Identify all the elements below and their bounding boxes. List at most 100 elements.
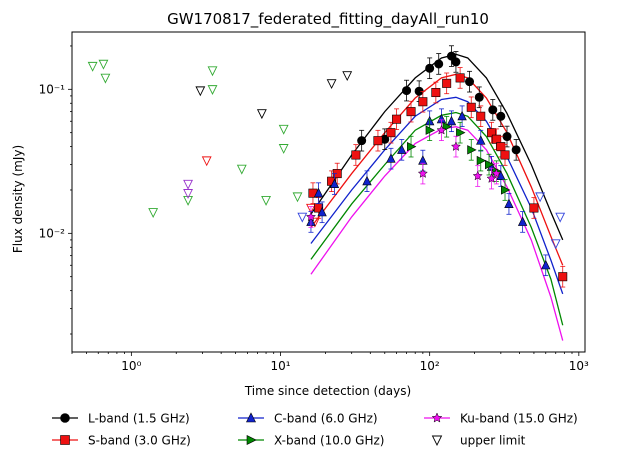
legend-marker — [246, 435, 257, 445]
upper-limit-marker — [292, 192, 303, 203]
data-point-1 — [373, 136, 383, 146]
legend-entry: L-band (1.5 GHz) — [52, 412, 190, 426]
data-point-1 — [496, 142, 506, 152]
upper-limit-marker — [207, 85, 218, 96]
data-point-3 — [456, 127, 466, 138]
upper-limit-marker — [183, 179, 193, 190]
y-axis-label: Flux density (mJy) — [11, 145, 25, 253]
upper-limit-marker — [261, 195, 271, 206]
upper-limit-marker — [195, 86, 206, 97]
data-point-0 — [502, 132, 512, 142]
data-point-3 — [501, 185, 511, 195]
legend-entry: Ku-band (15.0 GHz) — [424, 412, 578, 426]
x-tick-label: 10² — [420, 359, 440, 373]
data-point-1 — [529, 203, 539, 213]
legend-marker — [246, 412, 256, 423]
legend-label: C-band (6.0 GHz) — [274, 412, 378, 426]
data-point-1 — [442, 78, 452, 88]
data-point-1 — [418, 97, 428, 107]
legend-entry: upper limit — [431, 434, 526, 448]
legend-marker — [60, 413, 70, 423]
x-axis: 10⁰ 10¹ 10² 10³ — [71, 352, 589, 373]
legend-label: upper limit — [460, 434, 526, 448]
data-point-4 — [486, 173, 497, 183]
data-point-1 — [406, 107, 416, 117]
data-point-0 — [496, 111, 506, 121]
upper-limit-marker — [555, 212, 566, 223]
y-tick-label: 10⁻² — [39, 226, 66, 240]
data-point-3 — [407, 141, 417, 152]
data-point-0 — [488, 105, 498, 115]
data-point-4 — [491, 168, 502, 178]
data-point-1 — [455, 73, 465, 83]
legend-label: Ku-band (15.0 GHz) — [460, 412, 578, 426]
upper-limit-marker — [148, 208, 159, 218]
data-point-1 — [466, 102, 476, 112]
model-curve-3 — [310, 111, 564, 326]
upper-limit-marker — [278, 144, 289, 154]
upper-limit-marker — [326, 79, 337, 90]
data-point-1 — [392, 114, 402, 124]
data-point-2 — [329, 178, 340, 189]
model-curve-4 — [310, 126, 564, 341]
data-point-2 — [476, 135, 486, 145]
legend-entry: C-band (6.0 GHz) — [238, 412, 378, 426]
legend: L-band (1.5 GHz) S-band (3.0 GHz) C-band (… — [52, 412, 578, 448]
data-point-0 — [465, 77, 475, 87]
data-point-1 — [386, 128, 396, 138]
upper-limit-marker — [278, 124, 289, 135]
upper-limit-marker — [201, 156, 212, 167]
data-point-2 — [397, 144, 407, 154]
data-point-2 — [386, 153, 396, 163]
legend-marker — [60, 435, 70, 445]
data-point-0 — [434, 59, 444, 69]
data-point-4 — [472, 170, 483, 181]
data-point-2 — [517, 216, 528, 226]
data-point-4 — [417, 168, 428, 178]
data-point-0 — [451, 57, 461, 67]
data-point-2 — [362, 175, 372, 186]
data-point-0 — [357, 136, 367, 146]
data-point-2 — [446, 115, 457, 126]
data-point-3 — [485, 159, 495, 170]
data-point-1 — [487, 128, 497, 138]
model-curve-0 — [310, 53, 564, 241]
data-point-2 — [457, 110, 467, 121]
legend-label: S-band (3.0 GHz) — [88, 434, 191, 448]
data-point-3 — [467, 145, 477, 155]
data-point-3 — [425, 125, 436, 135]
legend-entry: S-band (3.0 GHz) — [52, 434, 191, 448]
model-curve-2 — [310, 96, 564, 295]
upper-limit-marker — [236, 164, 247, 175]
x-axis-label: Time since detection (days) — [244, 384, 411, 398]
x-tick-label: 10¹ — [270, 359, 290, 373]
x-tick-label: 10³ — [569, 359, 589, 373]
data-point-0 — [402, 86, 412, 96]
upper-limit-marker — [207, 66, 218, 77]
data-point-1 — [476, 111, 486, 121]
data-points — [305, 45, 568, 288]
data-point-4 — [436, 124, 447, 135]
data-point-2 — [317, 206, 327, 217]
x-tick-label: 10⁰ — [121, 359, 141, 373]
legend-label: X-band (10.0 GHz) — [274, 434, 384, 448]
data-point-1 — [431, 88, 441, 98]
data-point-2 — [541, 259, 551, 270]
data-point-1 — [351, 150, 361, 160]
data-point-0 — [511, 145, 521, 155]
upper-limit-marker — [297, 212, 308, 223]
data-point-1 — [558, 272, 568, 282]
y-tick-label: 10⁻¹ — [39, 82, 66, 96]
upper-limit-marker — [87, 61, 98, 72]
data-point-2 — [504, 198, 514, 208]
data-point-0 — [425, 63, 435, 73]
y-axis: 10⁻² 10⁻¹ — [39, 45, 72, 335]
legend-label: L-band (1.5 GHz) — [88, 412, 190, 426]
upper-limit-marker — [183, 195, 193, 206]
upper-limit-marker — [183, 189, 193, 199]
legend-entry: X-band (10.0 GHz) — [238, 434, 384, 448]
data-point-2 — [313, 187, 324, 198]
legend-marker — [431, 435, 443, 447]
upper-limit-marker — [306, 203, 316, 214]
